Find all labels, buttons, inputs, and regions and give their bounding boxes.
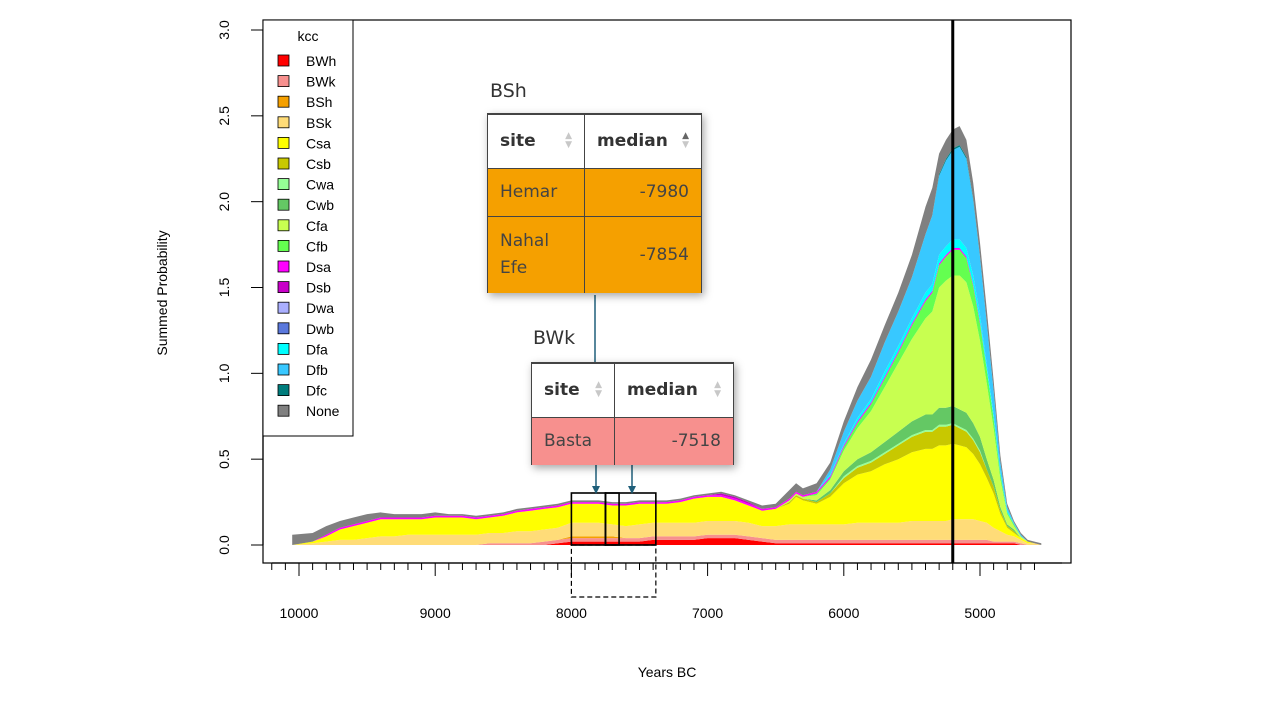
table-row: Basta -7518	[531, 416, 734, 465]
x-axis: 10000 9000 8000 7000 6000 5000	[271, 562, 1062, 621]
y-tick-label: 0.5	[216, 449, 232, 469]
legend-label: Dfc	[306, 383, 327, 399]
median-cell: -7980	[584, 167, 702, 216]
sort-icon[interactable]: ▲ ▼	[714, 380, 721, 400]
legend-label: Cfb	[306, 238, 328, 254]
bwk-col-median[interactable]: median ▲ ▼	[614, 362, 734, 417]
sort-ascending-icon[interactable]: ▲ ▼	[682, 131, 689, 151]
sort-icon[interactable]: ▲ ▼	[595, 380, 602, 400]
legend-label: Dfa	[306, 341, 328, 357]
area-csb	[292, 424, 1042, 545]
site-cell: Basta	[531, 416, 615, 465]
legend-swatch	[277, 260, 290, 273]
y-tick-label: 0.0	[216, 535, 232, 555]
legend-swatch	[277, 178, 290, 191]
bsh-table-title: BSh	[490, 80, 527, 102]
arrow-icon	[592, 486, 600, 494]
legend-swatch	[277, 116, 290, 129]
median-cell: -7518	[614, 416, 734, 465]
annotation-boxes	[570, 295, 657, 598]
legend-label: Dfb	[306, 362, 328, 378]
legend-label: Cfa	[306, 218, 328, 234]
legend-label: BWh	[306, 53, 336, 69]
legend-label: None	[306, 403, 340, 419]
legend-swatch	[277, 384, 290, 397]
site-cell: Hemar	[487, 167, 585, 216]
legend-label: Csa	[306, 135, 331, 151]
legend-label: Dwa	[306, 300, 334, 316]
y-tick-label: 2.0	[216, 192, 232, 212]
legend-swatch	[277, 75, 290, 87]
legend: kcc BWh BWk BSh BSk Csa Csb Cwa Cwb Cfa Cfb Dsa Dsb D…	[262, 19, 354, 437]
legend-swatch	[277, 219, 290, 232]
bsh-table: site ▲ ▼ median ▲ ▼ Hemar -7980 Nahal Efe …	[487, 113, 702, 293]
bwk-table-title: BWk	[533, 327, 576, 349]
x-tick-label: 10000	[280, 605, 319, 621]
legend-swatch	[277, 136, 290, 149]
legend-swatch	[277, 239, 290, 252]
x-tick-label: 9000	[420, 605, 451, 621]
legend-label: Cwb	[306, 197, 334, 213]
x-axis-label: Years BC	[638, 664, 697, 680]
area-cfa	[292, 275, 1042, 545]
median-cell: -7854	[584, 215, 702, 293]
legend-label: Csb	[306, 156, 331, 172]
x-tick-label: 8000	[556, 605, 587, 621]
legend-label: BWk	[306, 74, 337, 90]
legend-label: Dwb	[306, 321, 334, 337]
legend-label: BSk	[306, 115, 333, 131]
table-row: Hemar -7980	[487, 167, 702, 216]
y-tick-label: 2.5	[216, 106, 232, 126]
x-tick-label: 6000	[828, 605, 859, 621]
legend-swatch	[277, 95, 290, 108]
legend-swatch	[277, 342, 290, 355]
legend-swatch	[277, 404, 290, 417]
legend-label: Cwa	[306, 177, 334, 193]
area-csa	[292, 443, 1042, 545]
bwk-col-site[interactable]: site ▲ ▼	[531, 362, 615, 417]
area-cfb	[292, 249, 1042, 545]
legend-label: BSh	[306, 94, 332, 110]
legend-swatch	[277, 54, 290, 67]
area-dfb	[292, 146, 1042, 545]
legend-swatch	[277, 301, 290, 314]
bsh-col-site[interactable]: site ▲ ▼	[487, 113, 585, 168]
x-tick-label: 7000	[692, 605, 723, 621]
y-tick-label: 1.5	[216, 278, 232, 298]
site-cell: Nahal Efe	[487, 215, 585, 293]
legend-swatch	[277, 281, 290, 294]
area-bwk	[292, 534, 1042, 545]
y-axis-label: Summed Probability	[154, 230, 170, 355]
area-bsk	[292, 519, 1042, 545]
sort-icon[interactable]: ▲ ▼	[565, 131, 572, 151]
legend-title: kcc	[298, 28, 319, 44]
bwk-table: site ▲ ▼ median ▲ ▼ Basta -7518	[531, 362, 734, 465]
legend-swatch	[277, 157, 290, 170]
x-tick-label: 5000	[964, 605, 995, 621]
dashed-range-box	[570, 544, 657, 598]
y-tick-label: 3.0	[216, 20, 232, 40]
legend-label: Dsa	[306, 259, 331, 275]
legend-swatch	[277, 363, 290, 376]
legend-swatch	[277, 322, 290, 335]
table-row: Nahal Efe -7854	[487, 215, 702, 293]
bsh-col-median[interactable]: median ▲ ▼	[584, 113, 702, 168]
y-tick-label: 1.0	[216, 363, 232, 383]
area-bwh	[292, 538, 1042, 545]
arrow-icon	[628, 486, 636, 494]
legend-label: Dsb	[306, 280, 331, 296]
stacked-area-layers	[292, 126, 1042, 545]
legend-swatch	[277, 198, 290, 211]
y-axis: 0.0 0.5 1.0 1.5 2.0 2.5 3.0	[216, 20, 264, 555]
area-cwb	[292, 406, 1042, 545]
